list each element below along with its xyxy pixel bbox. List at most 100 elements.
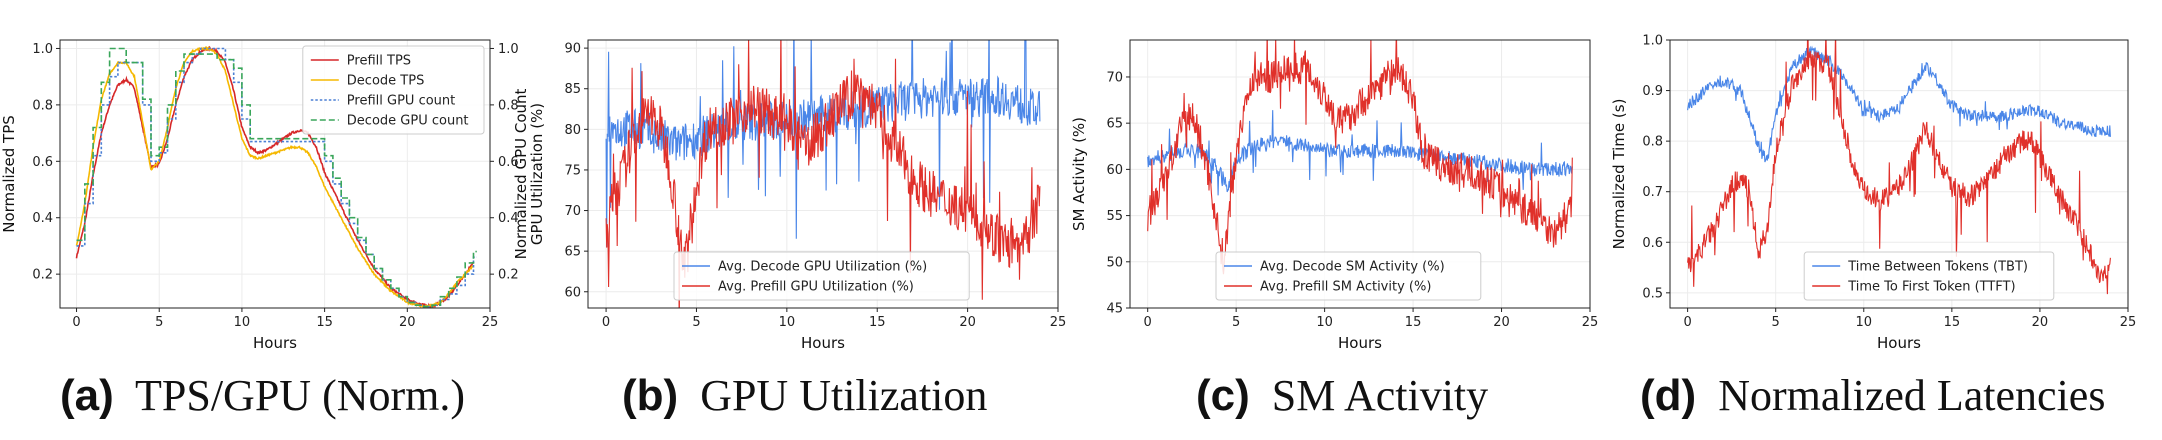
caption-a-text: TPS/GPU (Norm.) <box>135 371 466 420</box>
y-tick-label: 90 <box>564 42 581 57</box>
caption-b-letter: (b) <box>622 371 679 420</box>
caption-c-letter: (c) <box>1196 371 1250 420</box>
y-tick-label: 0.8 <box>32 98 53 113</box>
caption-a: (a) TPS/GPU (Norm.) <box>60 370 465 421</box>
x-axis-label: Hours <box>253 334 297 352</box>
series-line-a-2 <box>76 47 477 308</box>
plot-frame <box>59 39 491 309</box>
y-axis-label: Normalized TPS <box>0 115 18 233</box>
y-tick-label: 1.0 <box>32 42 53 57</box>
y-axis-label: SM Activity (%) <box>1070 117 1088 231</box>
legend-label: Avg. Decode GPU Utilization (%) <box>718 260 927 275</box>
y-tick-label: 60 <box>1106 163 1123 178</box>
x-tick-label: 20 <box>1493 315 1510 330</box>
y-tick-label: 80 <box>564 123 581 138</box>
series-line-b-0 <box>605 40 1041 248</box>
x-tick-label: 15 <box>869 315 886 330</box>
x-tick-label: 0 <box>1683 315 1691 330</box>
plot-frame <box>1669 39 2129 309</box>
caption-c: (c) SM Activity <box>1196 370 1488 421</box>
y-tick-label: 0.9 <box>1642 84 1663 99</box>
x-tick-label: 25 <box>2120 315 2137 330</box>
y-tick-label: 85 <box>564 82 581 97</box>
y-tick-label: 0.6 <box>32 155 53 170</box>
x-tick-label: 5 <box>1232 315 1240 330</box>
y-tick-label: 0.5 <box>1642 286 1663 301</box>
chart-c: 0 5 10 15 20 25 Hours 45 50 55 60 65 70 SM Activity (… <box>1070 39 1599 352</box>
x-tick-label: 20 <box>399 315 416 330</box>
y-tick-label: 0.6 <box>1642 236 1663 251</box>
y-tick-label: 55 <box>1106 209 1123 224</box>
y2-axis-label: Normalized GPU Count <box>512 88 530 259</box>
y-axis-label: GPU Utilization (%) <box>528 103 546 245</box>
y-tick-label: 45 <box>1106 302 1123 317</box>
y-tick-label: 0.2 <box>32 268 53 283</box>
charts-svg: 0 5 10 15 20 25 Hours 0.2 0.4 0.6 0.8 1.0 Normalized… <box>0 34 2137 353</box>
x-axis-label: Hours <box>1877 334 1921 352</box>
x-tick-label: 0 <box>1144 315 1152 330</box>
x-tick-label: 20 <box>959 315 976 330</box>
y-tick-label: 50 <box>1106 255 1123 270</box>
series-line-b-1 <box>605 40 1041 308</box>
x-tick-label: 10 <box>1855 315 1872 330</box>
series-line-d-1 <box>1687 40 2111 295</box>
caption-d-letter: (d) <box>1640 371 1697 420</box>
y2-tick-label: 0.4 <box>498 211 519 226</box>
y2-tick-label: 1.0 <box>498 42 519 57</box>
plot-frame <box>1129 39 1591 309</box>
chart-d: 0 5 10 15 20 25 Hours 0.5 0.6 0.7 0.8 0.9 1.0 Normali… <box>1610 34 2137 353</box>
x-tick-label: 20 <box>2032 315 2049 330</box>
legend: Time Between Tokens (TBT) Time To First T… <box>1803 251 2055 301</box>
caption-a-letter: (a) <box>60 371 114 420</box>
x-tick-label: 0 <box>72 315 80 330</box>
legend-label: Avg. Decode SM Activity (%) <box>1260 260 1445 275</box>
y-tick-label: 1.0 <box>1642 34 1663 49</box>
legend: Avg. Decode GPU Utilization (%) Avg. Pref… <box>673 251 970 301</box>
legend: Prefill TPS Decode TPS Prefill GPU count De… <box>302 45 485 135</box>
y2-tick-label: 0.6 <box>498 155 519 170</box>
x-tick-label: 10 <box>779 315 796 330</box>
legend-label: Avg. Prefill GPU Utilization (%) <box>718 280 914 295</box>
plot-frame <box>587 39 1059 309</box>
y-tick-label: 75 <box>564 163 581 178</box>
series-line-d-0 <box>1687 45 2111 163</box>
x-tick-label: 5 <box>1772 315 1780 330</box>
x-tick-label: 5 <box>692 315 700 330</box>
caption-b: (b) GPU Utilization <box>622 370 987 421</box>
x-tick-label: 15 <box>1405 315 1422 330</box>
legend-label: Prefill TPS <box>347 54 411 69</box>
y-tick-label: 70 <box>564 204 581 219</box>
y-axis-label: Normalized Time (s) <box>1610 99 1628 250</box>
x-tick-label: 25 <box>1582 315 1599 330</box>
x-tick-label: 5 <box>155 315 163 330</box>
x-tick-label: 25 <box>1050 315 1067 330</box>
y-tick-label: 65 <box>1106 117 1123 132</box>
caption-c-text: SM Activity <box>1271 371 1489 420</box>
x-tick-label: 25 <box>482 315 499 330</box>
legend-label: Time Between Tokens (TBT) <box>1847 260 2028 275</box>
chart-a: 0 5 10 15 20 25 Hours 0.2 0.4 0.6 0.8 1.0 Normalized… <box>0 39 530 352</box>
y2-tick-label: 0.2 <box>498 268 519 283</box>
legend-label: Avg. Prefill SM Activity (%) <box>1260 280 1431 295</box>
series-line-c-0 <box>1147 110 1573 196</box>
y-tick-label: 65 <box>564 245 581 260</box>
y-tick-label: 0.4 <box>32 211 53 226</box>
y2-tick-label: 0.8 <box>498 98 519 113</box>
y-tick-label: 0.7 <box>1642 185 1663 200</box>
y-tick-label: 0.8 <box>1642 135 1663 150</box>
legend-label: Decode GPU count <box>347 114 469 129</box>
legend-label: Prefill GPU count <box>347 94 455 109</box>
x-axis-label: Hours <box>801 334 845 352</box>
legend-label: Time To First Token (TTFT) <box>1847 280 2015 295</box>
x-tick-label: 10 <box>234 315 251 330</box>
x-tick-label: 10 <box>1316 315 1333 330</box>
x-axis-label: Hours <box>1338 334 1382 352</box>
y-tick-label: 70 <box>1106 70 1123 85</box>
x-tick-label: 0 <box>602 315 610 330</box>
y-tick-label: 60 <box>564 285 581 300</box>
legend: Avg. Decode SM Activity (%) Avg. Prefill … <box>1215 251 1482 301</box>
series-line-c-1 <box>1147 40 1573 275</box>
x-tick-label: 15 <box>316 315 333 330</box>
legend-label: Decode TPS <box>347 74 425 89</box>
chart-b: 0 5 10 15 20 25 Hours 60 65 70 75 80 85 90 GPU Utiliza… <box>528 39 1067 352</box>
